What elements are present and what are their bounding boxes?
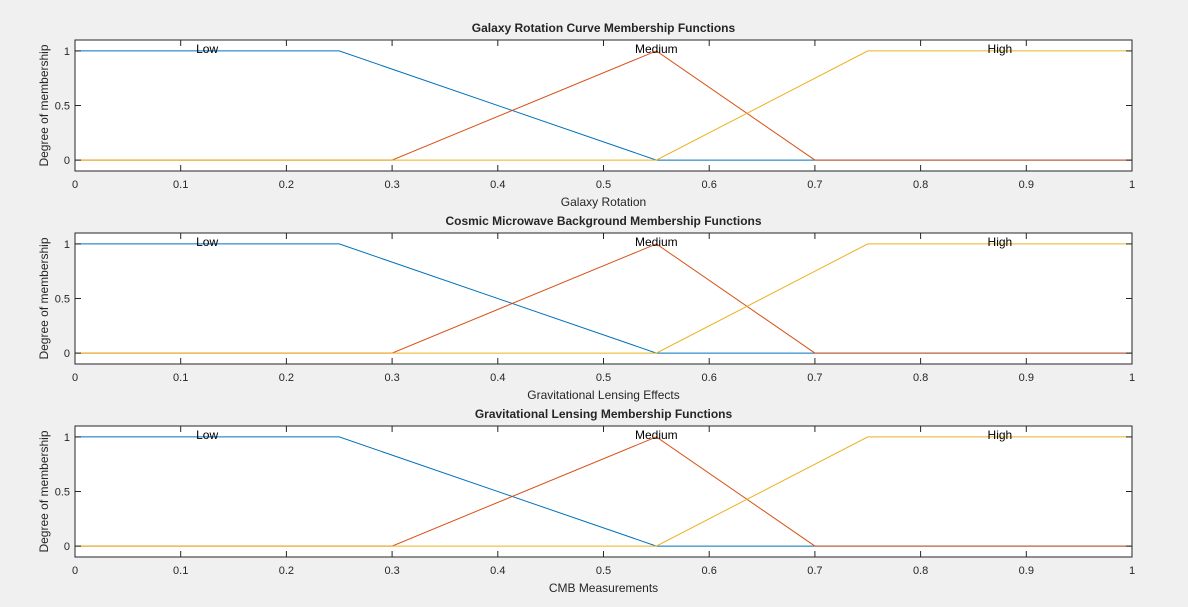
y-tick-label: 0 — [64, 348, 70, 360]
x-tick-label: 0.6 — [702, 179, 717, 191]
y-tick-label: 0 — [64, 155, 70, 167]
chart-title: Cosmic Microwave Background Membership F… — [445, 214, 761, 228]
plot-area — [75, 233, 1132, 364]
x-tick-label: 0.7 — [807, 565, 822, 577]
x-tick-label: 0 — [72, 372, 78, 384]
x-tick-label: 0.8 — [913, 372, 928, 384]
y-tick-label: 0.5 — [55, 294, 70, 306]
mf-label-high: High — [988, 42, 1013, 56]
chart-title: Galaxy Rotation Curve Membership Functio… — [472, 21, 736, 35]
x-tick-label: 0.6 — [702, 565, 717, 577]
mf-label-high: High — [988, 428, 1013, 442]
y-tick-label: 0 — [64, 541, 70, 553]
x-tick-label: 0.6 — [702, 372, 717, 384]
x-tick-label: 0.9 — [1019, 179, 1034, 191]
x-tick-label: 0.1 — [173, 565, 188, 577]
x-tick-label: 1 — [1129, 372, 1135, 384]
x-tick-label: 0.5 — [596, 565, 611, 577]
x-tick-label: 0.7 — [807, 372, 822, 384]
series-line-high — [75, 50, 1132, 161]
x-tick-label: 0.3 — [384, 372, 399, 384]
x-tick-label: 0.5 — [596, 372, 611, 384]
series-line-high — [75, 436, 1132, 547]
chart-panel-2: Cosmic Microwave Background Membership F… — [37, 214, 1135, 402]
y-axis-label: Degree of membership — [37, 44, 51, 166]
x-tick-label: 0.3 — [384, 179, 399, 191]
chart-panel-3: Gravitational Lensing Membership Functio… — [37, 407, 1135, 595]
x-tick-label: 0.2 — [279, 565, 294, 577]
x-tick-label: 0.9 — [1019, 565, 1034, 577]
mf-label-medium: Medium — [635, 235, 678, 249]
chart-title: Gravitational Lensing Membership Functio… — [475, 407, 733, 421]
mf-label-low: Low — [196, 42, 218, 56]
x-axis-label: Galaxy Rotation — [561, 195, 646, 209]
x-tick-label: 0.4 — [490, 565, 505, 577]
y-tick-label: 0.5 — [55, 101, 70, 113]
x-tick-label: 0 — [72, 565, 78, 577]
plot-area — [75, 40, 1132, 171]
y-axis-label: Degree of membership — [37, 237, 51, 359]
mf-label-medium: Medium — [635, 42, 678, 56]
x-tick-label: 1 — [1129, 565, 1135, 577]
x-tick-label: 1 — [1129, 179, 1135, 191]
x-tick-label: 0.1 — [173, 372, 188, 384]
mf-label-low: Low — [196, 428, 218, 442]
x-tick-label: 0.7 — [807, 179, 822, 191]
x-tick-label: 0.2 — [279, 372, 294, 384]
x-tick-label: 0.5 — [596, 179, 611, 191]
x-tick-label: 0 — [72, 179, 78, 191]
y-tick-label: 0.5 — [55, 487, 70, 499]
x-tick-label: 0.8 — [913, 565, 928, 577]
mf-label-high: High — [988, 235, 1013, 249]
mf-label-low: Low — [196, 235, 218, 249]
x-axis-label: Gravitational Lensing Effects — [527, 388, 680, 402]
x-tick-label: 0.2 — [279, 179, 294, 191]
x-tick-label: 0.4 — [490, 179, 505, 191]
series-line-high — [75, 243, 1132, 354]
x-tick-label: 0.9 — [1019, 372, 1034, 384]
plot-area — [75, 426, 1132, 557]
y-tick-label: 1 — [64, 46, 70, 58]
y-tick-label: 1 — [64, 432, 70, 444]
x-tick-label: 0.1 — [173, 179, 188, 191]
y-axis-label: Degree of membership — [37, 430, 51, 552]
x-tick-label: 0.8 — [913, 179, 928, 191]
mf-label-medium: Medium — [635, 428, 678, 442]
chart-panel-1: Galaxy Rotation Curve Membership Functio… — [37, 21, 1135, 209]
x-tick-label: 0.4 — [490, 372, 505, 384]
x-tick-label: 0.3 — [384, 565, 399, 577]
x-axis-label: CMB Measurements — [549, 581, 658, 595]
y-tick-label: 1 — [64, 239, 70, 251]
